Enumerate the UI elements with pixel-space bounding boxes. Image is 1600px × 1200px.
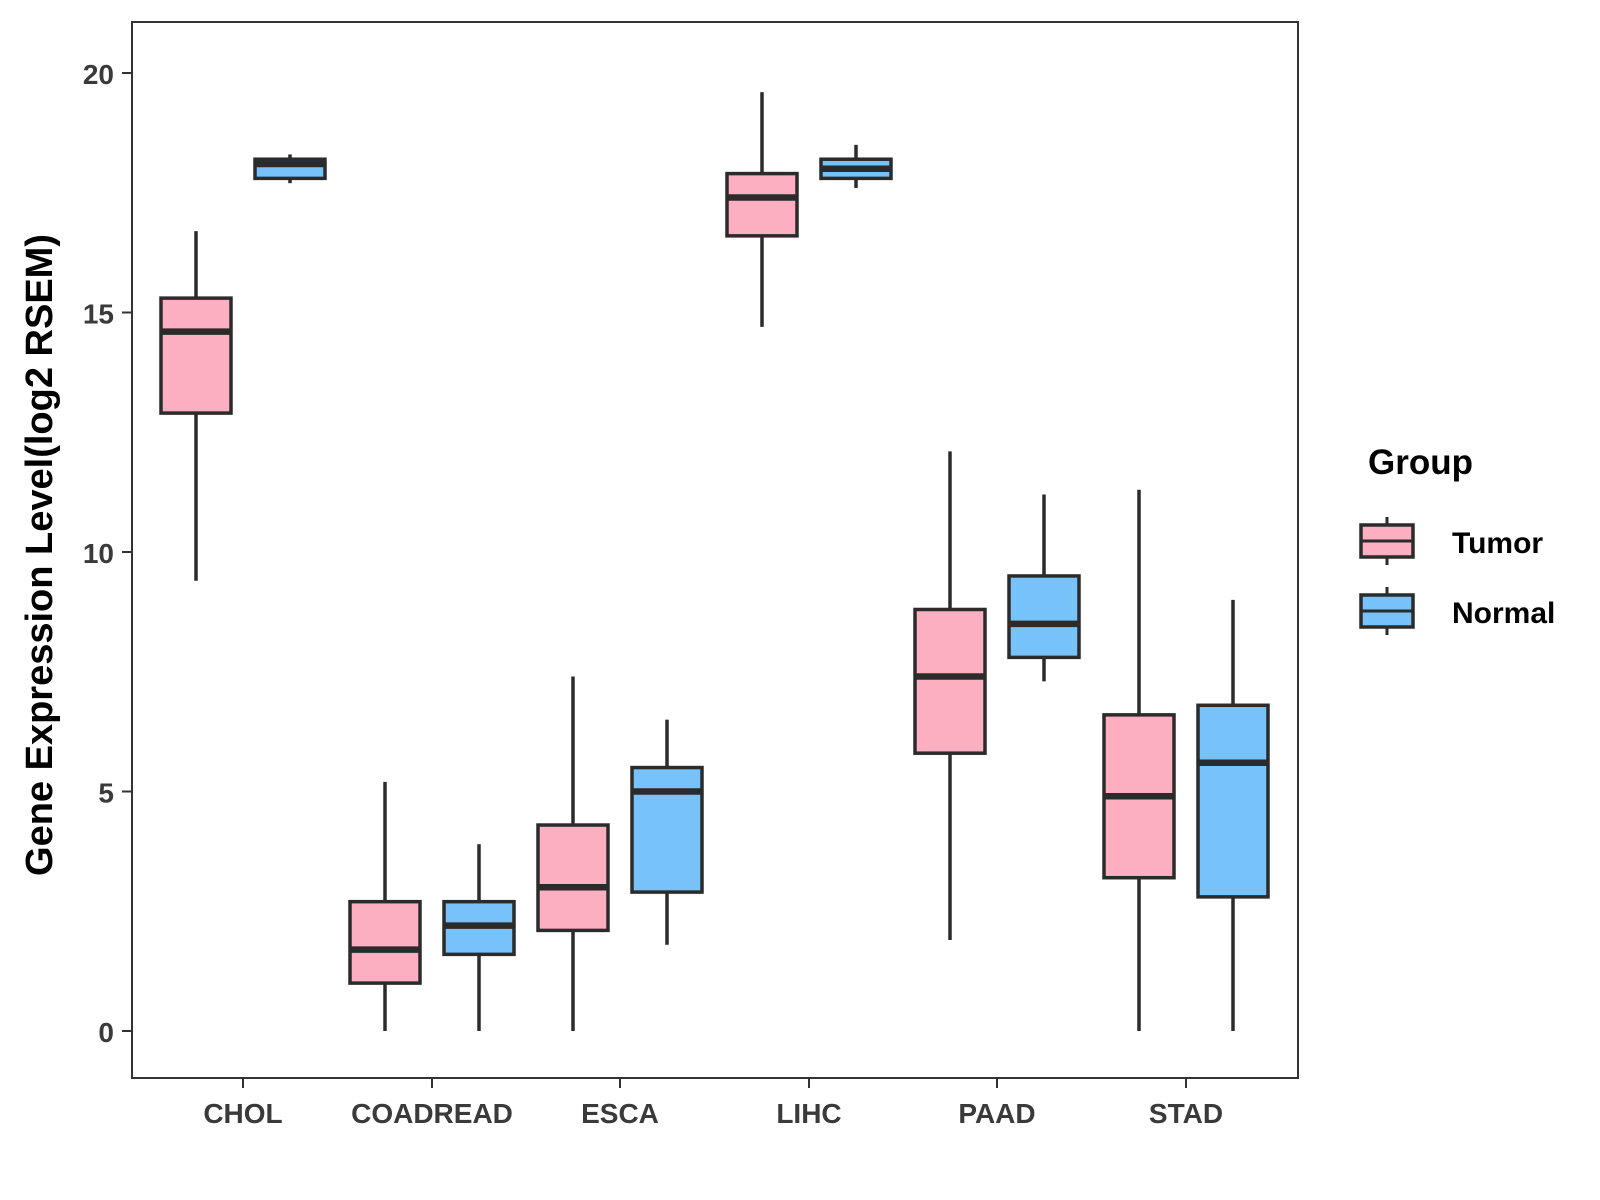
axes-layer: 0 5 10 15 20 CHOL COADREAD ESCA LIHC PAAD STAD	[83, 59, 1223, 1129]
box-normal-lihc	[819, 144, 893, 188]
x-tick-label-coadread: COADREAD	[351, 1098, 513, 1129]
box-normal-esca	[630, 719, 704, 945]
legend-label-normal: Normal	[1452, 597, 1555, 630]
iqr-box-tumor-esca	[536, 823, 610, 933]
box-normal-paad	[1007, 494, 1081, 682]
y-tick-label-15: 15	[83, 299, 114, 330]
plot-panel-border	[131, 21, 1299, 1079]
y-axis-title: Gene Expression Level(log2 RSEM)	[19, 234, 61, 876]
legend-item-normal: Normal	[1359, 587, 1555, 635]
boxes-layer	[159, 92, 1270, 1031]
box-normal-stad	[1196, 599, 1270, 1031]
plot-panel-layer	[131, 21, 1299, 1079]
y-tick-label-10: 10	[83, 538, 114, 569]
iqr-box-normal-esca	[630, 765, 704, 894]
legend-title: Group	[1368, 443, 1473, 482]
x-tick-label-lihc: LIHC	[776, 1098, 841, 1129]
x-tick-label-chol: CHOL	[203, 1098, 282, 1129]
y-tick-label-0: 0	[98, 1017, 114, 1048]
x-tick-label-paad: PAAD	[958, 1098, 1035, 1129]
legend-label-tumor: Tumor	[1452, 527, 1543, 560]
box-tumor-chol	[159, 231, 233, 581]
iqr-box-tumor-coadread	[348, 899, 422, 985]
box-normal-chol	[253, 154, 327, 184]
box-tumor-coadread	[348, 781, 422, 1031]
box-normal-coadread	[442, 844, 516, 1031]
iqr-box-tumor-lihc	[725, 171, 799, 238]
iqr-box-tumor-chol	[159, 296, 233, 415]
box-tumor-paad	[913, 451, 987, 940]
y-tick-label-20: 20	[83, 59, 114, 90]
x-tick-label-stad: STAD	[1149, 1098, 1223, 1129]
iqr-box-tumor-paad	[913, 607, 987, 755]
legend-layer: Group Tumor Normal	[1359, 443, 1555, 635]
y-tick-label-5: 5	[98, 778, 114, 809]
iqr-box-normal-paad	[1007, 574, 1081, 660]
iqr-box-normal-stad	[1196, 703, 1270, 899]
x-tick-label-esca: ESCA	[581, 1098, 659, 1129]
box-tumor-lihc	[725, 92, 799, 327]
box-tumor-stad	[1102, 489, 1176, 1031]
box-tumor-esca	[536, 676, 610, 1031]
legend-item-tumor: Tumor	[1359, 517, 1543, 565]
